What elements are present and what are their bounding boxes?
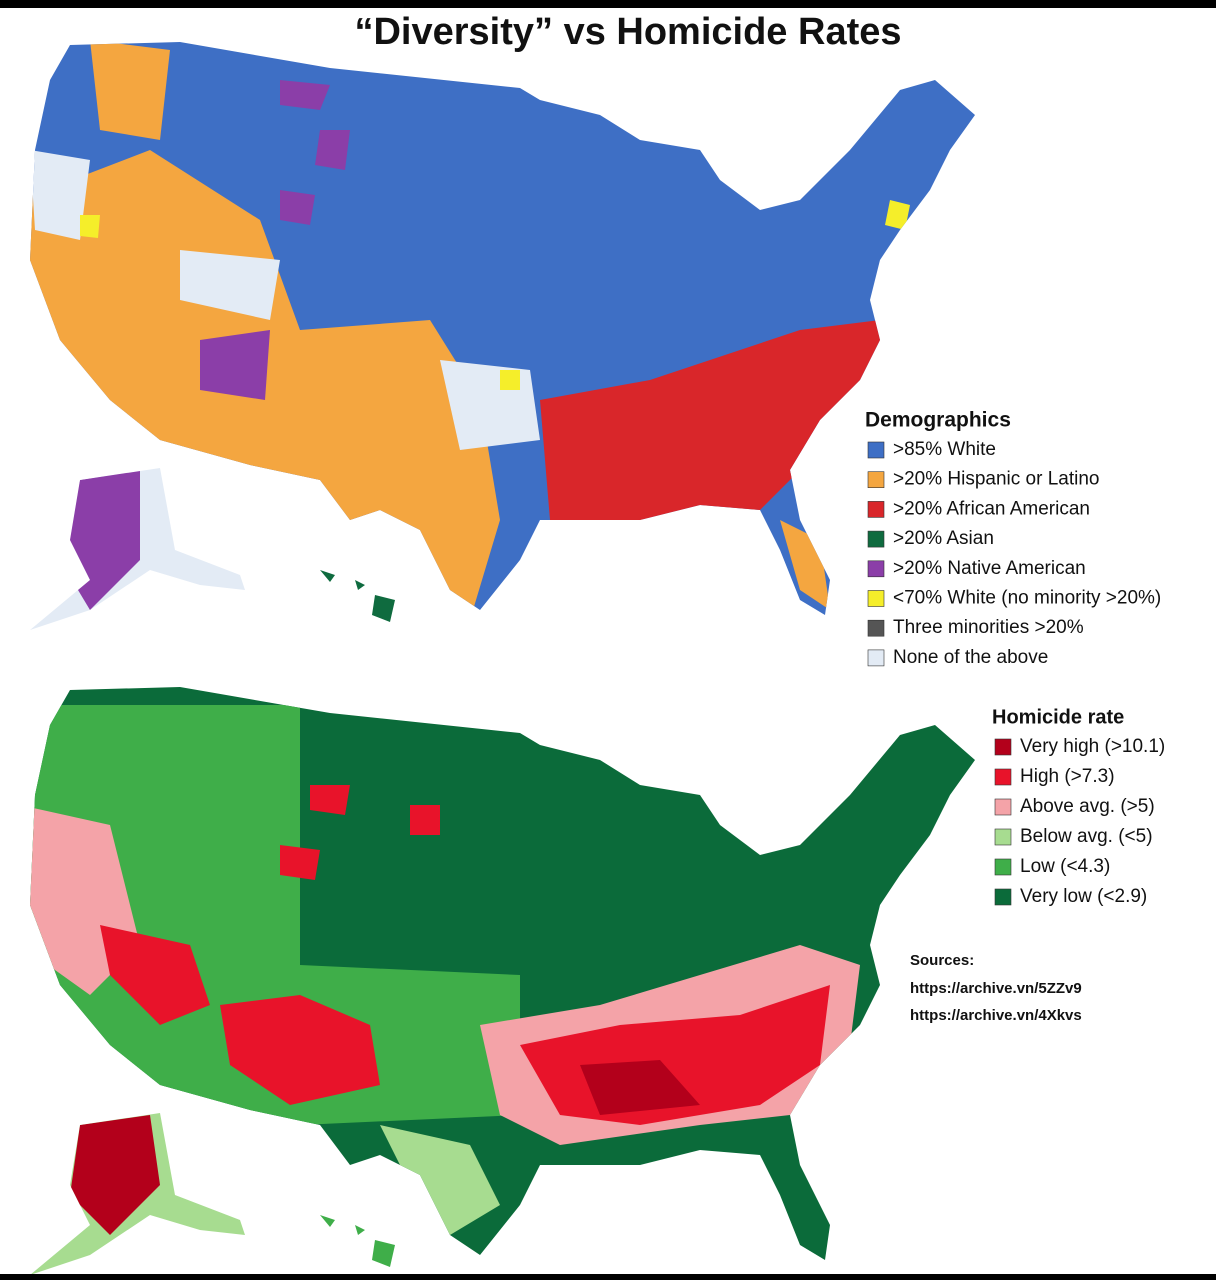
legend-swatch bbox=[994, 888, 1012, 906]
legend-label: Very low (<2.9) bbox=[1020, 886, 1147, 907]
legend-label: Three minorities >20% bbox=[893, 617, 1084, 638]
demographics-map bbox=[30, 42, 975, 630]
legend-title: Homicide rate bbox=[992, 706, 1124, 728]
legends: Demographics Homicide rate Sources: >85%… bbox=[865, 409, 1165, 1024]
sources-title: Sources: bbox=[910, 952, 974, 969]
title: “Diversity” vs Homicide Rates bbox=[354, 11, 901, 53]
legend-swatch bbox=[867, 530, 885, 548]
legend-swatch bbox=[994, 738, 1012, 756]
legend-label: >20% Hispanic or Latino bbox=[893, 469, 1100, 490]
legend-swatch bbox=[867, 501, 885, 518]
legend-swatch bbox=[994, 858, 1012, 876]
bottom-bar bbox=[0, 1274, 1216, 1280]
homicide-map bbox=[30, 687, 975, 1275]
legend-label: Above avg. (>5) bbox=[1020, 796, 1155, 817]
legend-label: >85% White bbox=[893, 439, 996, 460]
legend-label: >20% Asian bbox=[893, 528, 994, 549]
legend-swatch bbox=[994, 798, 1012, 816]
top-bar bbox=[0, 0, 1216, 8]
source-link: https://archive.vn/5ZZv9 bbox=[910, 980, 1082, 997]
legend-label: None of the above bbox=[893, 647, 1048, 668]
legend-label: High (>7.3) bbox=[1020, 766, 1115, 787]
legend-label: >20% Native American bbox=[893, 558, 1086, 579]
legend-label: <70% White (no minority >20%) bbox=[893, 588, 1161, 609]
legend-swatch bbox=[867, 560, 885, 578]
source-link: https://archive.vn/4Xkvs bbox=[910, 1007, 1082, 1024]
legend-swatch bbox=[994, 828, 1012, 846]
legend-label: Below avg. (<5) bbox=[1020, 826, 1153, 847]
legend-label: Low (<4.3) bbox=[1020, 856, 1110, 877]
legend-swatch bbox=[867, 590, 885, 607]
legend-label: >20% African American bbox=[893, 498, 1090, 519]
legend-title: Demographics bbox=[865, 409, 1011, 432]
legend-label: Very high (>10.1) bbox=[1020, 736, 1165, 757]
legend-swatch bbox=[994, 768, 1012, 786]
legend-swatch bbox=[867, 619, 885, 637]
legend-swatch bbox=[867, 471, 885, 489]
legend-swatch bbox=[867, 649, 885, 667]
legend-swatch bbox=[867, 441, 885, 459]
